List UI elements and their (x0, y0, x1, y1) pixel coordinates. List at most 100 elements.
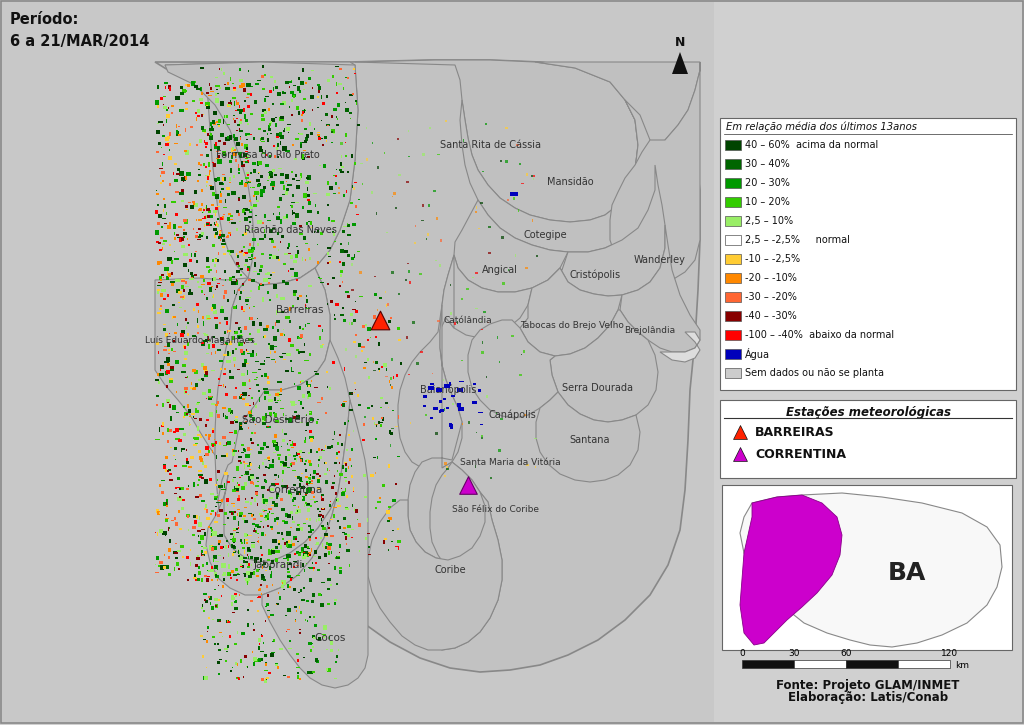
Bar (218, 252, 219, 254)
Bar (287, 124, 291, 125)
Bar (202, 550, 204, 553)
Bar (269, 464, 272, 467)
Bar (362, 367, 367, 369)
Bar (242, 382, 246, 386)
Text: km: km (955, 660, 969, 669)
Bar (168, 349, 170, 351)
Bar (261, 253, 264, 254)
Bar (186, 238, 187, 240)
Bar (264, 234, 266, 238)
Bar (190, 277, 194, 278)
Bar (303, 98, 306, 100)
Bar (308, 77, 311, 80)
Bar (160, 237, 163, 239)
Bar (278, 311, 282, 312)
Bar (299, 450, 302, 452)
Text: Cocos: Cocos (314, 633, 346, 643)
Bar (184, 389, 186, 394)
Bar (221, 636, 222, 637)
Bar (334, 318, 337, 320)
Bar (276, 450, 280, 451)
Bar (255, 491, 258, 492)
Bar (238, 152, 242, 155)
Bar (216, 598, 218, 600)
Bar (198, 228, 202, 230)
Text: Em relação média dos últimos 13anos: Em relação média dos últimos 13anos (726, 122, 918, 132)
Bar (347, 525, 351, 528)
Bar (219, 217, 223, 220)
Bar (237, 109, 240, 111)
Bar (244, 310, 245, 311)
Bar (463, 139, 465, 141)
Bar (258, 128, 261, 130)
Bar (473, 383, 476, 386)
Bar (293, 497, 296, 500)
Bar (268, 230, 272, 233)
Bar (380, 497, 381, 499)
Bar (251, 186, 252, 188)
Bar (317, 464, 319, 468)
Bar (282, 281, 285, 283)
Bar (262, 422, 266, 425)
Bar (241, 394, 243, 395)
Bar (483, 311, 486, 313)
Bar (480, 423, 483, 426)
Bar (213, 311, 216, 314)
Bar (172, 316, 173, 319)
Bar (289, 648, 292, 649)
Bar (162, 218, 166, 220)
Bar (233, 540, 234, 542)
Bar (169, 244, 171, 246)
Bar (232, 667, 233, 668)
Bar (164, 346, 167, 347)
Bar (213, 343, 214, 344)
Bar (195, 235, 199, 238)
Bar (231, 545, 236, 548)
Bar (219, 231, 221, 233)
Bar (263, 420, 266, 421)
Bar (178, 568, 180, 570)
Bar (297, 523, 300, 526)
Bar (197, 239, 201, 240)
Bar (299, 133, 303, 135)
Bar (330, 584, 333, 586)
Bar (159, 308, 163, 310)
Bar (306, 222, 308, 225)
Bar (246, 156, 248, 159)
Bar (457, 403, 462, 407)
Bar (409, 270, 410, 273)
Bar (300, 589, 302, 592)
Bar (298, 553, 301, 557)
Bar (189, 423, 191, 425)
Bar (383, 540, 385, 544)
Bar (268, 399, 272, 402)
Bar (348, 481, 350, 484)
Bar (268, 549, 270, 550)
Bar (481, 341, 483, 344)
Bar (236, 101, 238, 104)
Bar (187, 405, 188, 408)
Bar (157, 241, 159, 243)
Bar (279, 648, 283, 650)
Bar (294, 606, 297, 608)
Bar (229, 370, 231, 373)
Bar (246, 542, 248, 544)
Bar (237, 485, 240, 489)
Bar (270, 183, 274, 186)
Bar (269, 171, 272, 175)
Polygon shape (155, 60, 700, 672)
Bar (211, 529, 213, 531)
Bar (379, 342, 380, 346)
Bar (337, 118, 338, 120)
Bar (240, 659, 243, 663)
Bar (366, 158, 369, 161)
Bar (423, 405, 426, 407)
Bar (225, 651, 228, 653)
Bar (207, 175, 210, 177)
Bar (458, 405, 461, 407)
Bar (302, 452, 305, 453)
Bar (204, 575, 207, 577)
Bar (202, 500, 206, 502)
Bar (339, 552, 340, 553)
Bar (208, 215, 213, 218)
